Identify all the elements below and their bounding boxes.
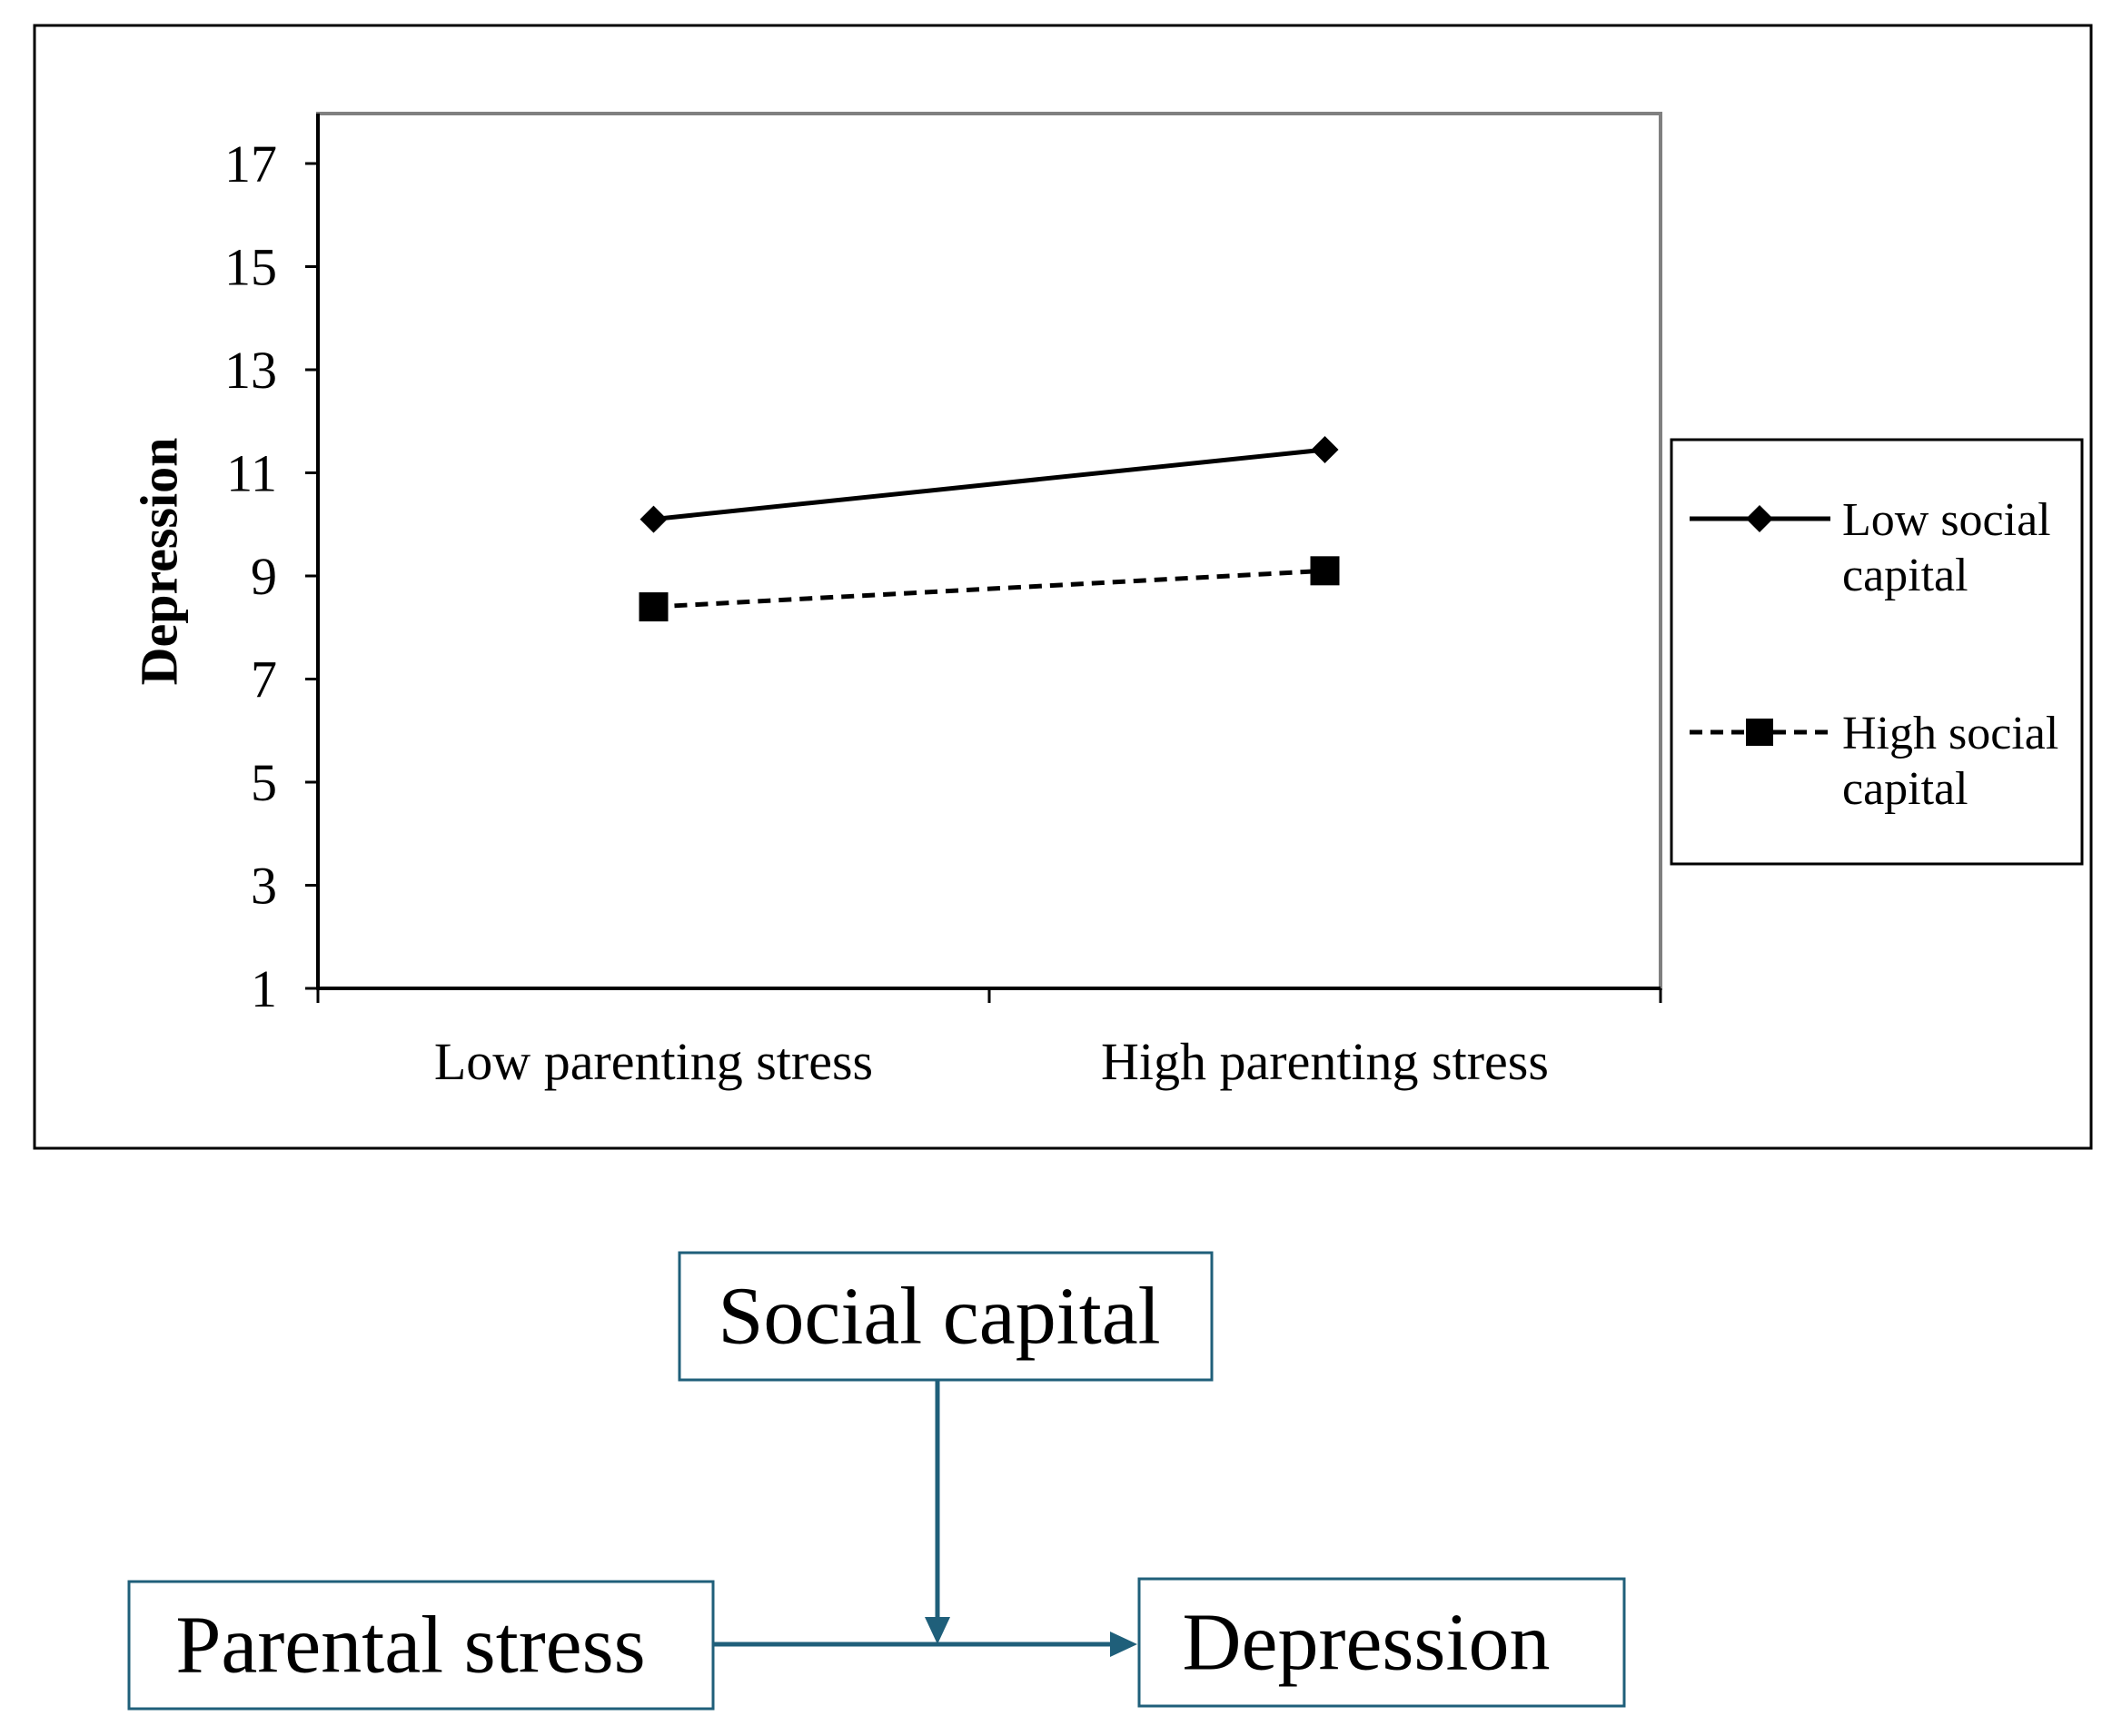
- y-tick-label: 1: [251, 959, 277, 1018]
- moderation-diagram: Social capital Parental stress Depressio…: [127, 1251, 1626, 1711]
- data-point-square: [639, 592, 669, 622]
- legend-label-line2: capital: [1842, 763, 1968, 815]
- legend-label-line2: capital: [1842, 550, 1968, 601]
- y-tick-label: 7: [251, 650, 277, 709]
- y-tick-label: 13: [224, 341, 277, 400]
- y-tick-label: 9: [251, 547, 277, 606]
- predictor-box: [127, 1580, 715, 1711]
- y-tick-label: 15: [224, 238, 277, 297]
- legend-box: [1670, 438, 2084, 866]
- legend-square-marker: [1746, 719, 1773, 746]
- x-axis-ticks: Low parenting stress High parenting stres…: [316, 988, 1662, 1091]
- legend: Low social capital High social capital: [1670, 438, 2084, 866]
- arrowhead-right-icon: [1110, 1632, 1137, 1657]
- x-tick-label: Low parenting stress: [434, 1032, 873, 1091]
- outcome-box: [1137, 1577, 1626, 1708]
- series-line-1: [653, 447, 1325, 522]
- data-point-diamond: [1311, 435, 1339, 463]
- moderator-label: Social capital: [718, 1272, 1160, 1362]
- legend-label-line1: Low social: [1842, 494, 2051, 546]
- y-tick-label: 17: [224, 134, 277, 193]
- legend-entry-high-social-capital: High social capital: [1690, 708, 2058, 815]
- data-point-square: [1310, 556, 1340, 586]
- arrowhead-down-icon: [925, 1617, 950, 1644]
- outcome-label: Depression: [1183, 1598, 1551, 1688]
- series-line-2: [653, 568, 1325, 610]
- x-tick-label: High parenting stress: [1101, 1032, 1549, 1091]
- predictor-label: Parental stress: [175, 1601, 645, 1691]
- moderator-box: [678, 1251, 1214, 1382]
- y-axis-title: Depression: [130, 438, 189, 686]
- y-tick-label: 3: [251, 857, 277, 916]
- legend-diamond-marker: [1746, 505, 1773, 532]
- series-layer: [639, 435, 1340, 622]
- y-tick-label: 11: [226, 444, 277, 503]
- legend-label-line1: High social: [1842, 708, 2058, 759]
- y-tick-label: 5: [251, 753, 277, 812]
- data-point-diamond: [640, 505, 668, 533]
- legend-entry-low-social-capital: Low social capital: [1690, 494, 2051, 601]
